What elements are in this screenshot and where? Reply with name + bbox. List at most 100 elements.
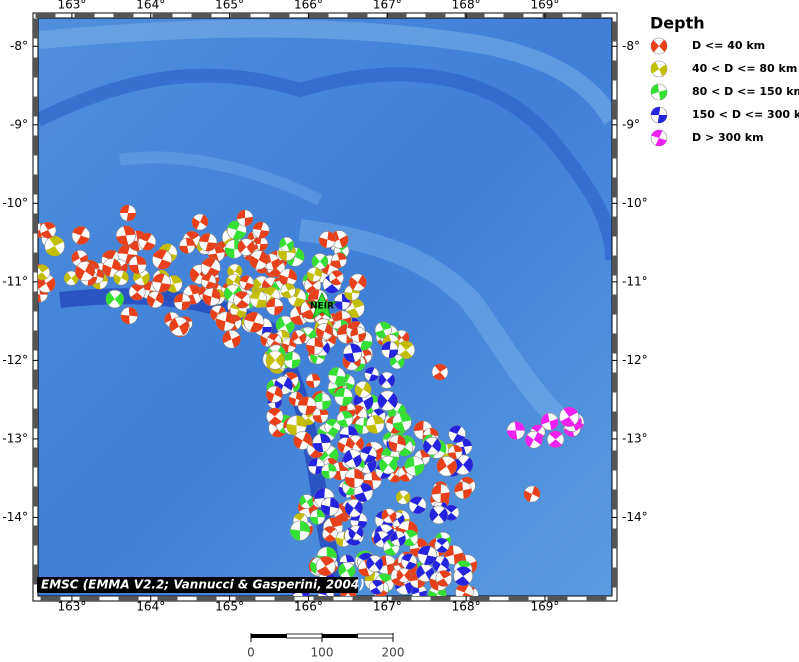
beachball-quadrant <box>396 491 411 504</box>
beachball-quadrant <box>321 463 337 479</box>
lon-label-bottom: 166° <box>294 600 323 614</box>
lon-label-top: 168° <box>452 0 481 12</box>
beachball-quadrant <box>392 412 412 432</box>
beachball-quadrant <box>38 264 49 280</box>
beachball-quadrant <box>348 526 364 540</box>
scale-segment <box>286 633 323 639</box>
beachball-quadrant <box>366 415 385 434</box>
beachball-quadrant <box>45 236 64 257</box>
beachball-quadrant <box>244 312 264 333</box>
beachball-quadrant <box>364 367 379 382</box>
beachball-quadrant <box>343 450 362 468</box>
beachball-quadrant <box>102 259 121 277</box>
lat-label-right: -11° <box>622 274 648 288</box>
beachball-quadrant <box>40 222 56 239</box>
legend-label: D <= 40 km <box>692 39 765 52</box>
lon-label-bottom: 169° <box>531 600 560 614</box>
beachball-quadrant <box>390 531 406 546</box>
lat-label-right: -10° <box>622 196 648 210</box>
beachball-quadrant <box>75 262 95 280</box>
beachball-quadrant <box>290 520 310 541</box>
beachball-quadrant <box>299 495 314 508</box>
beachball-quadrant <box>396 569 412 581</box>
lon-label-top: 166° <box>294 0 323 12</box>
beachball-quadrant <box>343 343 362 363</box>
beachball-quadrant <box>524 486 540 502</box>
beachball-quadrant <box>152 249 172 270</box>
beachball-quadrant <box>354 382 372 397</box>
beachball-quadrant <box>201 274 216 289</box>
beachball-quadrant <box>416 565 434 581</box>
legend-label: D > 300 km <box>692 131 764 144</box>
beachball-quadrant <box>346 298 364 318</box>
beachball-quadrant <box>279 269 297 287</box>
beachball-quadrant <box>350 326 366 343</box>
events <box>38 204 585 596</box>
lon-label-bottom: 163° <box>57 600 86 614</box>
beachball-quadrant <box>404 456 425 476</box>
beachball-quadrant <box>436 570 451 587</box>
beachball-quadrant <box>453 457 473 473</box>
beachball-quadrant <box>378 373 395 387</box>
beachball-quadrant <box>423 438 441 454</box>
beachball-quadrant <box>344 468 364 488</box>
lon-label-top: 167° <box>373 0 402 12</box>
beachball-quadrant <box>284 351 301 369</box>
lat-label-left: -14° <box>2 510 28 524</box>
beachball-quadrant <box>130 284 144 301</box>
scale-segment <box>322 634 358 638</box>
beachball-quadrant <box>549 431 562 448</box>
beachball-quadrant <box>402 529 418 547</box>
beachball-quadrant <box>360 446 377 463</box>
beachball-quadrant <box>307 267 322 282</box>
credit-box <box>37 577 358 593</box>
beachball-quadrant <box>312 407 329 423</box>
beachball-quadrant <box>199 233 217 252</box>
beachball-quadrant <box>366 556 383 571</box>
beachball-quadrant <box>651 84 668 100</box>
beachball-quadrant <box>268 408 282 425</box>
lon-label-bottom: 167° <box>373 600 402 614</box>
credit: EMSC (EMMA V2.2; Vannucci & Gasperini, 2… <box>41 578 365 592</box>
scale-segment <box>357 633 394 639</box>
station: NEIR <box>306 291 338 320</box>
beachball-quadrant <box>445 505 458 521</box>
beachball-quadrant <box>354 483 373 502</box>
beachball-quadrant <box>331 252 347 268</box>
beachball-quadrant <box>429 507 448 523</box>
beachball-quadrant <box>267 333 281 348</box>
beachball-quadrant <box>409 538 429 558</box>
beachball-quadrant <box>210 306 226 321</box>
lat-label-left: -12° <box>2 353 28 367</box>
station-label: NEIR <box>310 302 334 312</box>
beachball-quadrant <box>116 225 136 246</box>
lat-label-right: -13° <box>622 431 648 445</box>
beachball-quadrant <box>353 392 374 411</box>
beachball-quadrant <box>390 355 405 368</box>
beachball-quadrant <box>337 411 353 428</box>
scale-label: 0 <box>247 646 255 659</box>
beachball-quadrant <box>409 572 426 588</box>
beachball-quadrant <box>541 413 559 430</box>
lat-label-right: -9° <box>622 117 640 131</box>
beachball-quadrant <box>152 273 171 293</box>
beachball-quadrant <box>525 432 543 448</box>
beachball-quadrant <box>216 312 236 331</box>
beachball-quadrant <box>239 275 254 290</box>
beachball-quadrant <box>202 288 221 306</box>
beachball-quadrant <box>375 510 394 530</box>
lon-label-bottom: 164° <box>136 600 165 614</box>
beachball-quadrant <box>165 275 182 293</box>
beachball-quadrant <box>449 425 466 443</box>
beachball-quadrant <box>312 433 331 453</box>
lat-label-left: -9° <box>10 117 28 131</box>
legend-label: 150 < D <= 300 km <box>692 108 799 121</box>
beachball-quadrant <box>507 421 525 440</box>
beachball-quadrant <box>288 391 304 406</box>
beachball-quadrant <box>281 283 296 298</box>
beachball-quadrant <box>330 231 349 248</box>
beachball-quadrant <box>266 353 285 368</box>
beachball-quadrant <box>313 392 331 410</box>
beachball-quadrant <box>388 435 406 452</box>
